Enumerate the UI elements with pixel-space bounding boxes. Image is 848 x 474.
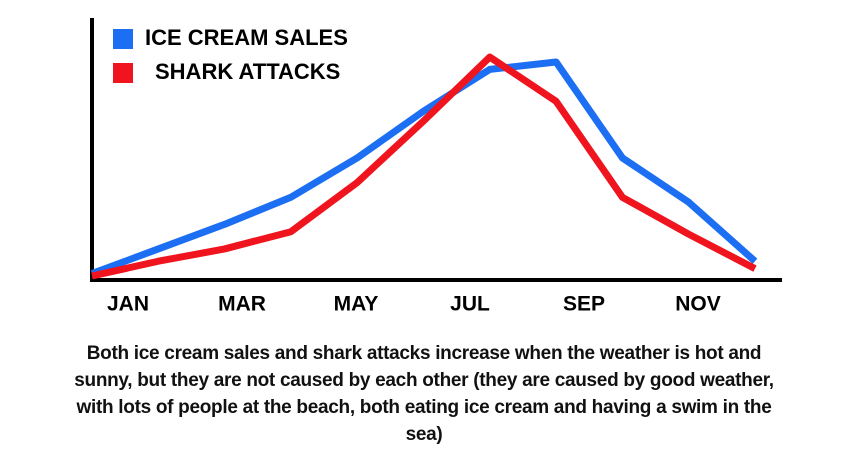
x-tick-label: JUL: [450, 293, 490, 316]
x-tick-label: MAY: [334, 293, 379, 316]
caption: Both ice cream sales and shark attacks i…: [74, 343, 774, 445]
x-tick-label: SEP: [563, 293, 605, 316]
x-tick-label: MAR: [218, 293, 266, 316]
series-line: [91, 53, 757, 280]
legend-swatch: [113, 63, 133, 83]
chart: JAN MAR MAY JUL SEP NOV ICE CREAM SALES SHARK A…: [90, 18, 782, 316]
legend-label: SHARK ATTACKS: [155, 59, 340, 84]
x-tick-label: JAN: [107, 293, 149, 316]
x-tick-label: NOV: [675, 293, 721, 316]
legend-label: ICE CREAM SALES: [145, 25, 348, 50]
legend-swatch: [113, 29, 133, 49]
series-line: [90, 58, 758, 277]
